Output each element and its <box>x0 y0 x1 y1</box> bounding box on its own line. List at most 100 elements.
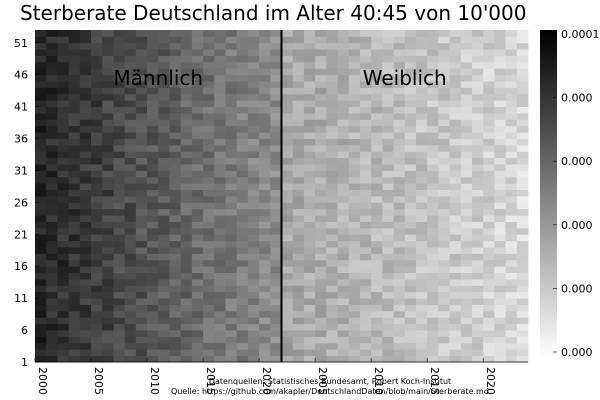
heatmap-cell <box>415 247 428 254</box>
heatmap-cell <box>91 42 103 50</box>
heatmap-cell <box>505 247 518 254</box>
heatmap-cell <box>303 240 316 248</box>
heatmap-cell <box>438 304 450 312</box>
heatmap-cell <box>483 304 495 312</box>
heatmap-cell <box>371 215 383 222</box>
heatmap-cell <box>214 183 226 191</box>
heatmap-cell <box>247 42 260 50</box>
heatmap-cell <box>326 93 338 101</box>
heatmap-cell <box>427 170 439 178</box>
heatmap-cell <box>382 36 394 44</box>
heatmap-cell <box>102 208 114 216</box>
heatmap-cell <box>303 176 316 184</box>
heatmap-cell <box>91 259 103 267</box>
heatmap-cell <box>158 323 170 331</box>
heatmap-cell <box>359 336 372 344</box>
heatmap-cell <box>158 202 170 210</box>
heatmap-cell <box>247 81 260 88</box>
heatmap-cell <box>225 157 238 165</box>
heatmap-cell <box>57 144 70 152</box>
heatmap-cell <box>180 202 193 210</box>
heatmap-cell <box>113 298 126 305</box>
heatmap-cell <box>460 100 473 108</box>
heatmap-cell <box>404 234 417 242</box>
heatmap-cell <box>315 202 327 210</box>
heatmap-cell <box>449 215 462 222</box>
heatmap-cell <box>393 247 406 254</box>
heatmap-cell <box>259 183 271 191</box>
heatmap-cell <box>214 93 226 101</box>
heatmap-cell <box>415 259 428 267</box>
heatmap-cell <box>113 189 126 197</box>
heatmap-cell <box>135 138 148 146</box>
heatmap-cell <box>247 253 260 261</box>
heatmap-cell <box>158 342 170 350</box>
heatmap-cell <box>91 100 103 108</box>
heatmap-cell <box>247 30 260 37</box>
heatmap-cell <box>214 317 226 325</box>
heatmap-cell <box>348 317 361 325</box>
heatmap-cell <box>270 61 282 69</box>
heatmap-cell <box>348 221 361 229</box>
heatmap-cell <box>382 355 394 363</box>
heatmap-cell <box>225 106 238 114</box>
heatmap-cell <box>147 30 159 37</box>
heatmap-cell <box>46 36 58 44</box>
heatmap-cell <box>315 336 327 344</box>
heatmap-cell <box>270 227 282 235</box>
heatmap-cell <box>236 49 249 56</box>
heatmap-cell <box>135 253 148 261</box>
heatmap-cell <box>124 113 137 120</box>
heatmap-cell <box>46 87 58 95</box>
heatmap-cell <box>147 234 159 242</box>
heatmap-cell <box>393 144 406 152</box>
heatmap-cell <box>427 81 439 88</box>
heatmap-cell <box>102 106 114 114</box>
heatmap-cell <box>113 157 126 165</box>
heatmap-cell <box>102 317 114 325</box>
heatmap-cell <box>494 291 506 299</box>
heatmap-cell <box>415 138 428 146</box>
heatmap-cell <box>135 291 148 299</box>
heatmap-cell <box>303 61 316 69</box>
heatmap-cell <box>427 132 439 139</box>
heatmap-cell <box>393 183 406 191</box>
heatmap-cell <box>315 253 327 261</box>
heatmap-cell <box>449 87 462 95</box>
heatmap-cell <box>259 196 271 203</box>
heatmap-cell <box>326 81 338 88</box>
heatmap-cell <box>438 164 450 171</box>
heatmap-cell <box>427 119 439 127</box>
heatmap-cell <box>169 106 182 114</box>
heatmap-cell <box>415 93 428 101</box>
heatmap-cell <box>348 349 361 357</box>
heatmap-cell <box>113 132 126 139</box>
heatmap-cell <box>427 355 439 363</box>
heatmap-cell <box>247 259 260 267</box>
heatmap-cell <box>348 42 361 50</box>
heatmap-cell <box>348 342 361 350</box>
heatmap-cell <box>471 49 484 56</box>
heatmap-cell <box>449 227 462 235</box>
heatmap-cell <box>449 93 462 101</box>
heatmap-cell <box>225 49 238 56</box>
heatmap-cell <box>147 272 159 280</box>
heatmap-cell <box>460 259 473 267</box>
heatmap-cell <box>371 144 383 152</box>
heatmap-cell <box>359 310 372 318</box>
heatmap-cell <box>483 176 495 184</box>
heatmap-cell <box>471 323 484 331</box>
heatmap-cell <box>57 49 70 56</box>
heatmap-cell <box>315 247 327 254</box>
heatmap-cell <box>292 310 305 318</box>
heatmap-cell <box>483 298 495 305</box>
heatmap-cell <box>91 272 103 280</box>
heatmap-cell <box>315 55 327 63</box>
heatmap-cell <box>214 68 226 76</box>
heatmap-cell <box>180 291 193 299</box>
heatmap-cell <box>494 164 506 171</box>
heatmap-cell <box>471 55 484 63</box>
heatmap-cell <box>35 138 47 146</box>
heatmap-cell <box>483 68 495 76</box>
heatmap-cell <box>449 208 462 216</box>
